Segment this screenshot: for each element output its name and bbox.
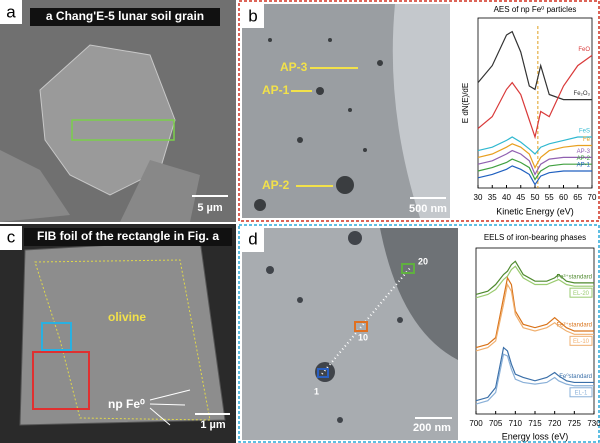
particle-label: AP-1 [262, 83, 290, 97]
spectrum [477, 136, 592, 155]
letter-bg [242, 228, 264, 252]
spectrum [475, 260, 594, 296]
letter-bg [0, 226, 22, 250]
scale-label: 500 nm [409, 203, 447, 215]
point-box [317, 368, 329, 378]
caption-bg [30, 8, 220, 26]
spectrum [475, 276, 594, 349]
series-label: Fe³⁺standard [556, 273, 592, 280]
x-tick-label: 35 [488, 193, 497, 202]
chart-title: AES of np Fe⁰ particles [494, 5, 577, 14]
series-label: AP-1 [577, 163, 591, 169]
point-label: 1 [314, 386, 319, 396]
spectrum [477, 54, 593, 140]
panel-letter: c [7, 227, 16, 246]
series-label: EL-10 [573, 339, 590, 345]
scale-label: 200 nm [413, 422, 451, 434]
spectrum [475, 265, 594, 299]
series-label: Fe²⁺standard [556, 322, 592, 329]
x-tick-label: 70 [588, 193, 597, 202]
spectrum [477, 143, 592, 169]
x-tick-label: 50 [531, 193, 540, 202]
spectrum [477, 158, 592, 181]
x-tick-label: 30 [474, 193, 483, 202]
series-label: FeO [578, 47, 590, 53]
olivine-outline [34, 259, 211, 421]
panel-letter: b [248, 6, 257, 25]
chart-title: EELS of iron-bearing phases [484, 233, 586, 242]
region-box [32, 351, 90, 410]
x-tick-label: 710 [509, 419, 523, 428]
particles [254, 38, 383, 211]
x-tick-label: 715 [528, 419, 542, 428]
caption-bg [24, 228, 232, 246]
x-tick-label: 720 [548, 419, 562, 428]
series-label: AP-3 [577, 149, 591, 155]
panel-letter: a [6, 2, 16, 21]
spectrum [475, 282, 594, 352]
arrows [291, 67, 358, 187]
spectrum [475, 353, 594, 405]
dark-region [380, 228, 458, 360]
x-tick-label: 705 [489, 419, 503, 428]
phase-label: olivine [108, 310, 146, 324]
panel-letter: d [248, 229, 257, 248]
letter-bg [0, 0, 22, 24]
x-tick-label: 725 [568, 419, 582, 428]
label-box [569, 335, 593, 346]
series-label: EL-20 [573, 291, 590, 297]
x-axis-label: Energy loss (eV) [502, 431, 569, 441]
label-box [569, 387, 593, 398]
x-tick-label: 65 [573, 193, 582, 202]
x-tick-label: 40 [502, 193, 511, 202]
point-box [401, 263, 415, 274]
series-label: AP-2 [577, 156, 591, 162]
spectrum [477, 165, 592, 186]
region-box [41, 322, 72, 351]
series-label: FeS [579, 129, 590, 135]
x-tick-label: 60 [559, 193, 568, 202]
caption: FIB foil of the rectangle in Fig. a [37, 229, 219, 243]
x-tick-label: 55 [545, 193, 554, 202]
particle-label: AP-2 [262, 178, 290, 192]
caption: a Chang'E-5 lunar soil grain [46, 9, 204, 23]
selection-rect [71, 119, 175, 141]
y-axis-label: E dN(E)/dE [461, 83, 470, 123]
spectrum [475, 346, 594, 402]
rim [392, 4, 450, 218]
point-box [354, 321, 368, 332]
spectrum [477, 149, 592, 176]
particle-label: np Fe⁰ [108, 397, 145, 411]
scale-label: 1 µm [200, 419, 226, 431]
neighbor-grains [0, 150, 200, 222]
particles [266, 231, 403, 423]
particle-label: AP-3 [280, 60, 308, 74]
spectrum [477, 30, 592, 101]
x-tick-label: 45 [516, 193, 525, 202]
letter-bg [242, 4, 264, 28]
series-label: Fe⁰standard [559, 373, 592, 380]
point-label: 20 [418, 256, 428, 266]
x-tick-label: 730 [587, 419, 600, 428]
series-label: EL-1 [575, 390, 588, 396]
point-label: 10 [358, 332, 368, 342]
x-tick-label: 700 [469, 419, 483, 428]
x-axis-label: Kinetic Energy (eV) [496, 206, 574, 216]
label-box [569, 287, 593, 298]
arrows [149, 389, 191, 426]
series-label: Fe₂O₃ [574, 91, 591, 97]
scale-label: 5 µm [197, 202, 223, 214]
series-label: Fe [583, 137, 591, 143]
